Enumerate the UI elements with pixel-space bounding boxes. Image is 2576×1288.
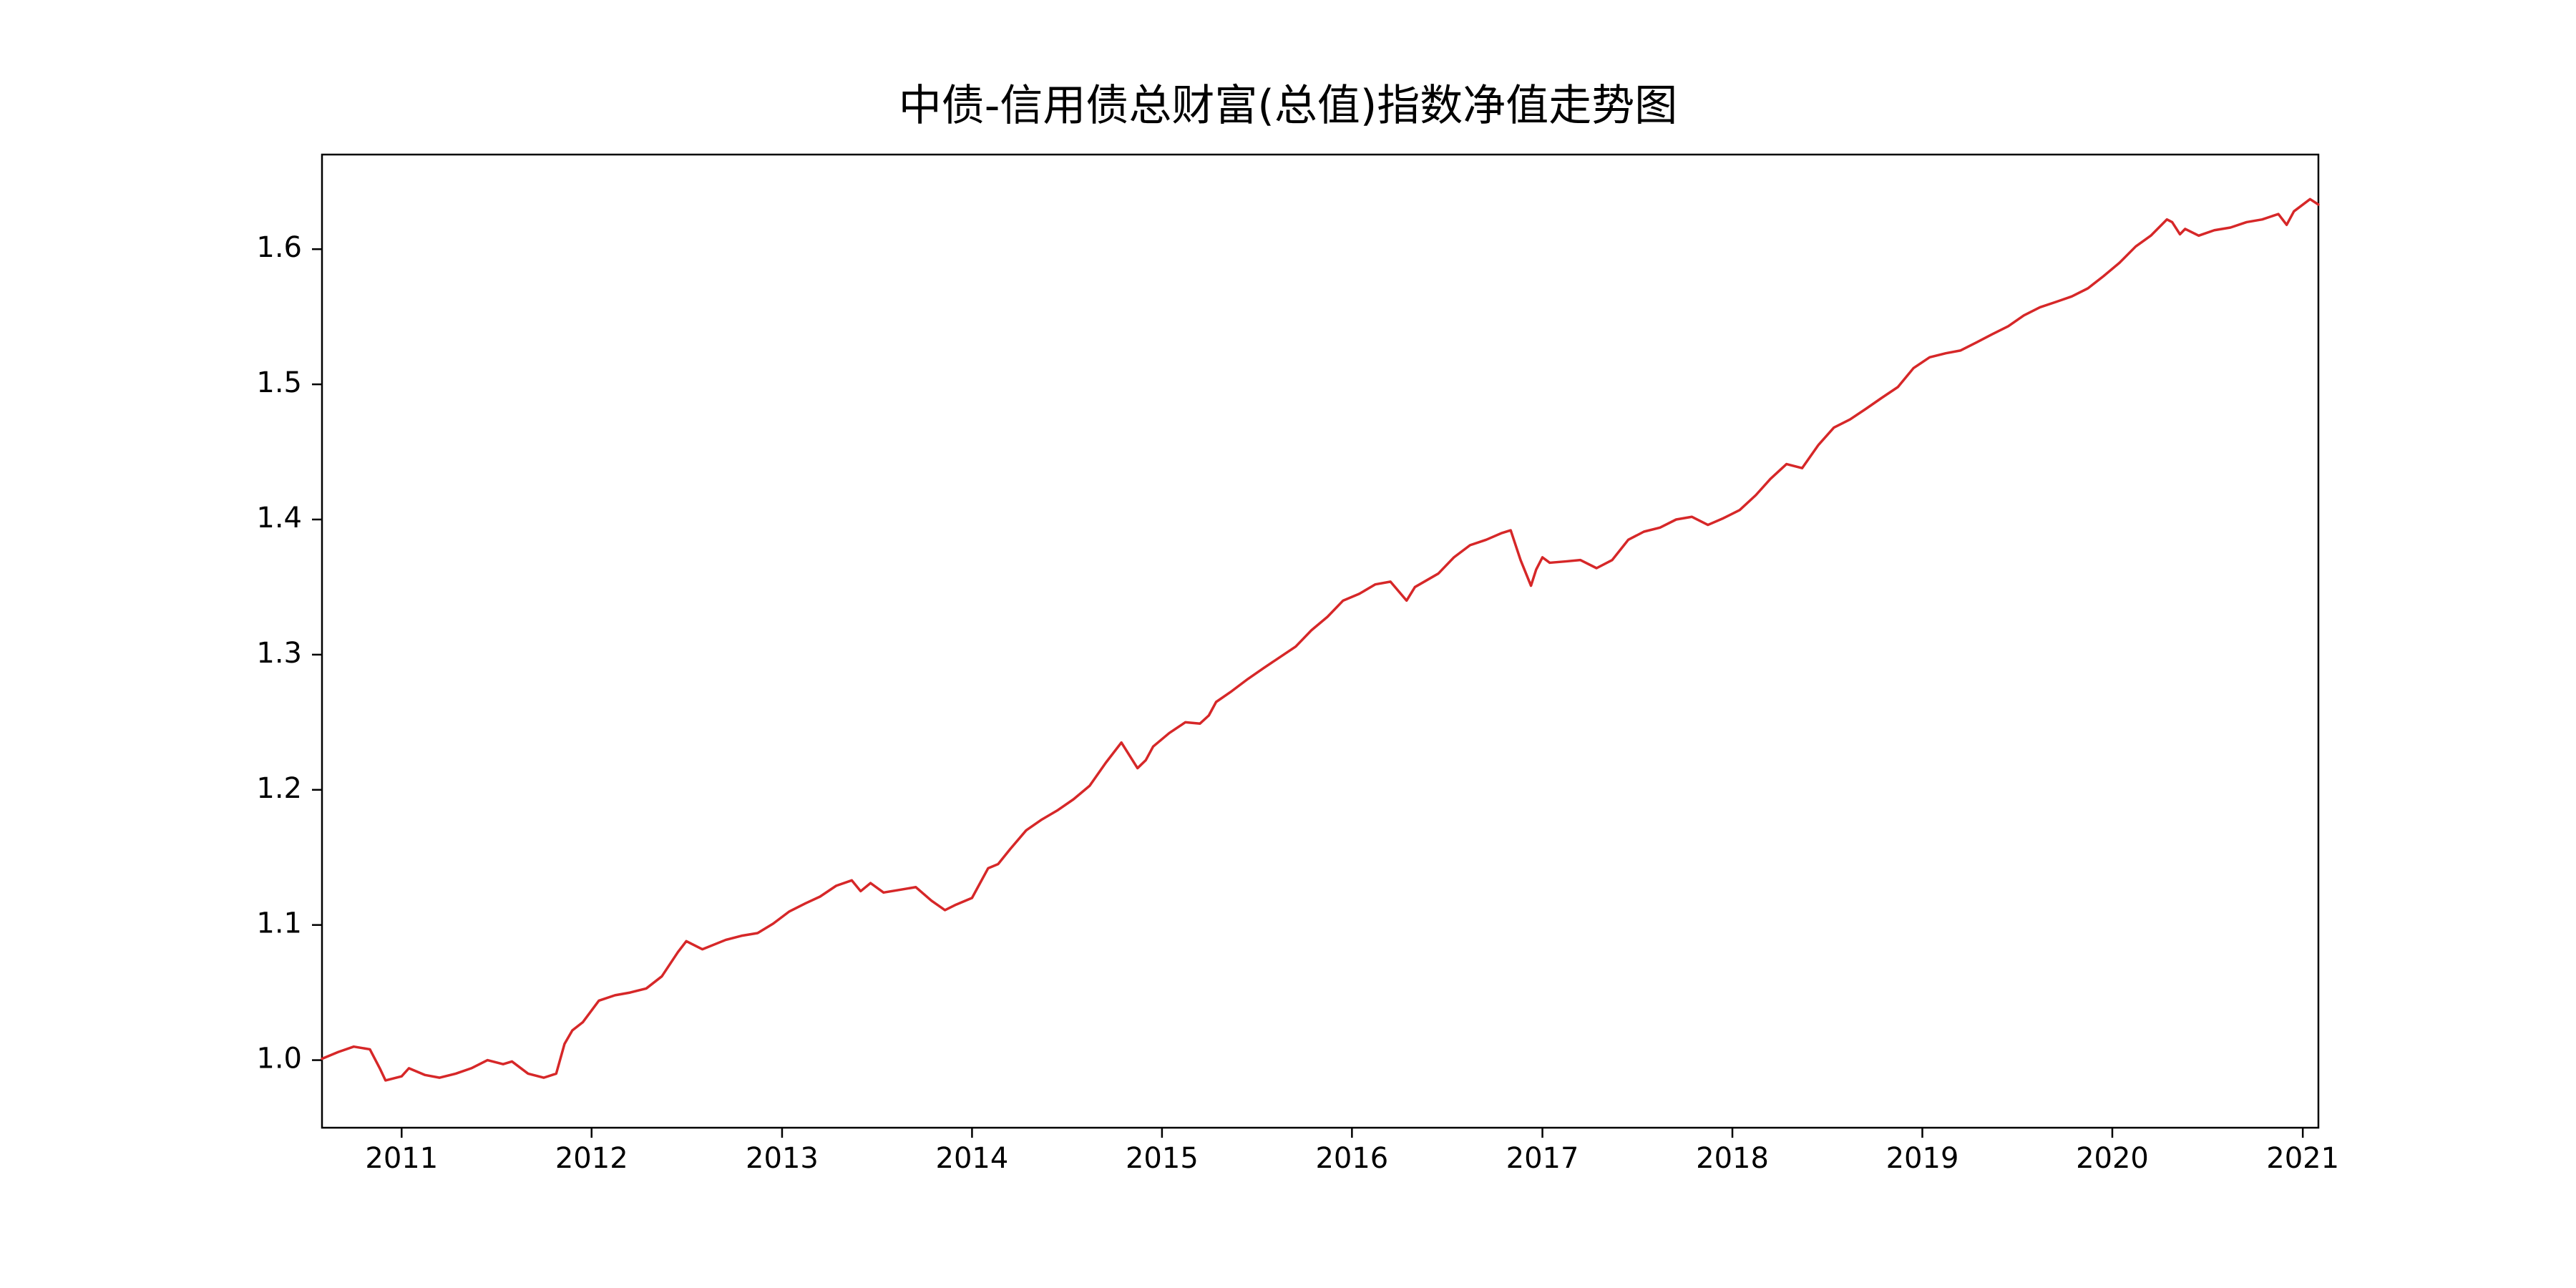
x-tick-label: 2015 [1126,1142,1199,1175]
y-tick-label: 1.3 [256,637,302,670]
x-tick-label: 2021 [2266,1142,2339,1175]
y-tick-label: 1.2 [256,772,302,805]
x-tick-label: 2014 [936,1142,1009,1175]
series-line [321,197,2320,1082]
x-tick-label: 2016 [1315,1142,1388,1175]
x-tick-label: 2013 [746,1142,819,1175]
x-axis: 2011 2012 2013 2014 2015 2016 2017 2018 2019 2020… [365,1128,2339,1175]
series-layer [321,197,2320,1082]
x-tick-label: 2018 [1696,1142,1769,1175]
x-tick-label: 2019 [1886,1142,1959,1175]
x-tick-label: 2017 [1506,1142,1579,1175]
x-tick-label: 2020 [2076,1142,2149,1175]
y-tick-label: 1.1 [256,907,302,940]
x-tick-label: 2012 [555,1142,628,1175]
y-tick-label: 1.5 [256,366,302,399]
y-tick-label: 1.6 [256,231,302,264]
x-tick-label: 2011 [365,1142,438,1175]
y-tick-label: 1.4 [256,502,302,535]
chart-title: 中债-信用债总财富(总值)指数净值走势图 [899,81,1677,131]
plot-frame [321,153,2320,1129]
y-axis: 1.0 1.1 1.2 1.3 1.4 1.5 1.6 [256,231,322,1075]
y-tick-label: 1.0 [256,1043,302,1075]
